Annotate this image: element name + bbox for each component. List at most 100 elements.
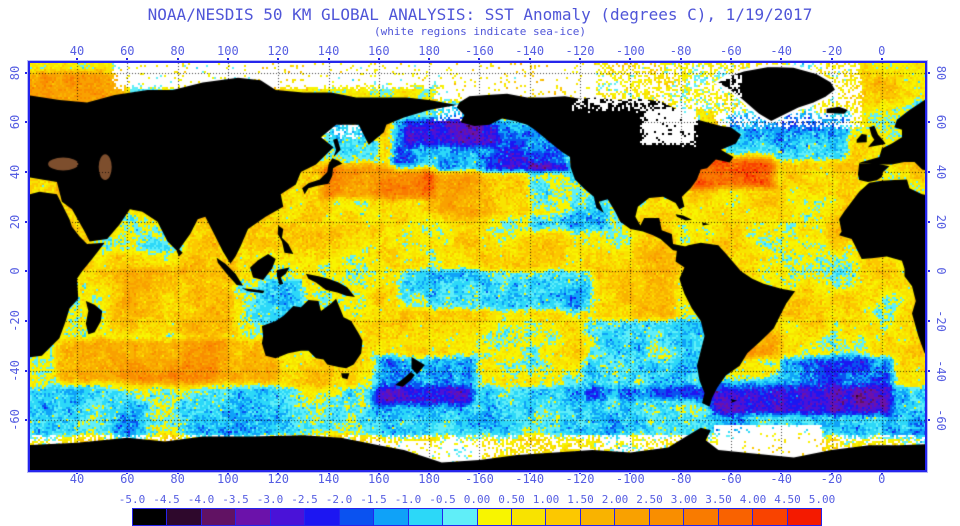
colorbar-cell — [787, 509, 822, 525]
axis-tick-mark — [925, 170, 930, 173]
colorbar-tick-label: -2.5 — [291, 493, 318, 506]
lon-tick-label: 40 — [69, 472, 85, 486]
lat-tick-label: -60 — [934, 409, 948, 432]
colorbar-tick-label: 4.00 — [739, 493, 767, 506]
sst-anomaly-map-canvas — [30, 63, 925, 470]
axis-tick-mark — [25, 319, 30, 322]
axis-tick-mark — [780, 58, 783, 63]
colorbar-tick-label: 4.50 — [774, 493, 801, 506]
colorbar-cell — [408, 509, 444, 525]
colorbar-tick-label: -4.5 — [153, 493, 180, 506]
axis-tick-mark — [327, 58, 330, 63]
lat-tick-label: 40 — [8, 164, 22, 180]
axis-tick-mark — [925, 319, 930, 322]
axis-tick-mark — [925, 270, 930, 273]
axis-tick-mark — [925, 121, 930, 124]
axis-tick-mark — [528, 58, 531, 63]
axis-tick-mark — [925, 220, 930, 223]
colorbar-cell — [167, 509, 202, 525]
lat-tick-label: 40 — [934, 164, 948, 180]
axis-tick-mark — [729, 58, 732, 63]
lat-tick-label: -40 — [934, 359, 948, 382]
lat-tick-label: 0 — [934, 267, 948, 275]
axis-tick-mark — [126, 58, 129, 63]
colorbar-cell — [133, 509, 168, 525]
lon-tick-label: -100 — [615, 472, 645, 486]
axis-tick-mark — [176, 58, 179, 63]
colorbar-cell — [511, 509, 547, 525]
page-title: NOAA/NESDIS 50 KM GLOBAL ANALYSIS: SST A… — [147, 5, 813, 24]
lon-tick-label: 40 — [69, 44, 85, 58]
axis-tick-mark — [925, 71, 930, 74]
colorbar-cell — [546, 509, 581, 525]
colorbar-cell — [339, 509, 375, 525]
colorbar-cell — [649, 509, 685, 525]
lon-tick-label: -40 — [770, 44, 793, 58]
colorbar-tick-label: 1.50 — [567, 493, 594, 506]
axis-tick-mark — [25, 369, 30, 372]
colorbar-tick-label: 3.00 — [670, 493, 698, 506]
lat-tick-label: -20 — [934, 310, 948, 332]
lon-tick-label: -40 — [770, 472, 793, 486]
colorbar-cell — [270, 509, 306, 525]
colorbar-tick-label: -0.5 — [429, 493, 456, 506]
lon-tick-label: -120 — [565, 472, 595, 486]
lat-tick-label: 20 — [8, 214, 22, 229]
colorbar-cell — [684, 509, 719, 525]
colorbar-cell — [580, 509, 616, 525]
page-subtitle: (white regions indicate sea-ice) — [374, 25, 586, 38]
colorbar-cell — [615, 509, 650, 525]
lon-tick-label: 180 — [418, 472, 440, 486]
axis-tick-mark — [76, 58, 78, 63]
colorbar-tick-label: 2.50 — [636, 493, 663, 506]
axis-tick-mark — [25, 121, 30, 124]
lon-tick-label: 60 — [120, 44, 135, 58]
colorbar-cell — [477, 509, 512, 525]
lon-tick-label: 160 — [367, 472, 390, 486]
colorbar — [132, 508, 822, 526]
lon-tick-label: -160 — [464, 44, 494, 58]
axis-tick-mark — [679, 58, 682, 63]
colorbar-tick-label: 1.00 — [532, 493, 560, 506]
colorbar-cell — [201, 509, 237, 525]
lon-tick-label: -160 — [464, 472, 494, 486]
colorbar-tick-label: 0.00 — [463, 493, 491, 506]
lat-tick-label: -20 — [8, 310, 22, 332]
colorbar-tick-label: 3.50 — [705, 493, 732, 506]
lon-tick-label: -60 — [720, 44, 742, 58]
colorbar-cell — [374, 509, 409, 525]
lon-tick-label: -140 — [515, 44, 545, 58]
map-frame — [28, 61, 927, 472]
lon-tick-label: -80 — [669, 472, 692, 486]
lon-tick-label: 120 — [267, 472, 290, 486]
axis-tick-mark — [830, 58, 833, 63]
lon-tick-label: 80 — [170, 44, 185, 58]
lon-tick-label: 180 — [418, 44, 440, 58]
lon-tick-label: 0 — [878, 44, 886, 58]
lon-tick-label: 100 — [217, 44, 239, 58]
colorbar-tick-label: -2.0 — [325, 493, 353, 506]
axis-tick-mark — [377, 58, 380, 63]
axis-tick-mark — [478, 58, 481, 63]
axis-tick-mark — [25, 270, 30, 273]
axis-tick-mark — [925, 369, 930, 372]
lon-tick-label: -80 — [669, 44, 692, 58]
colorbar-cell — [305, 509, 340, 525]
lat-tick-label: -60 — [8, 409, 22, 432]
lon-tick-label: 0 — [878, 472, 886, 486]
lat-tick-label: 20 — [934, 214, 948, 229]
lon-tick-label: -140 — [515, 472, 545, 486]
lat-tick-label: 80 — [8, 65, 22, 80]
axis-tick-mark — [428, 58, 431, 63]
colorbar-tick-label: -1.0 — [394, 493, 422, 506]
axis-tick-mark — [25, 220, 30, 223]
colorbar-tick-label: -4.0 — [187, 493, 215, 506]
lon-tick-label: -60 — [720, 472, 742, 486]
colorbar-cell — [443, 509, 478, 525]
lon-tick-label: 140 — [317, 472, 340, 486]
axis-tick-mark — [25, 170, 30, 173]
colorbar-tick-label: -1.5 — [360, 493, 387, 506]
lon-tick-label: 60 — [120, 472, 135, 486]
colorbar-tick-label: 2.00 — [601, 493, 629, 506]
axis-tick-mark — [25, 71, 30, 74]
